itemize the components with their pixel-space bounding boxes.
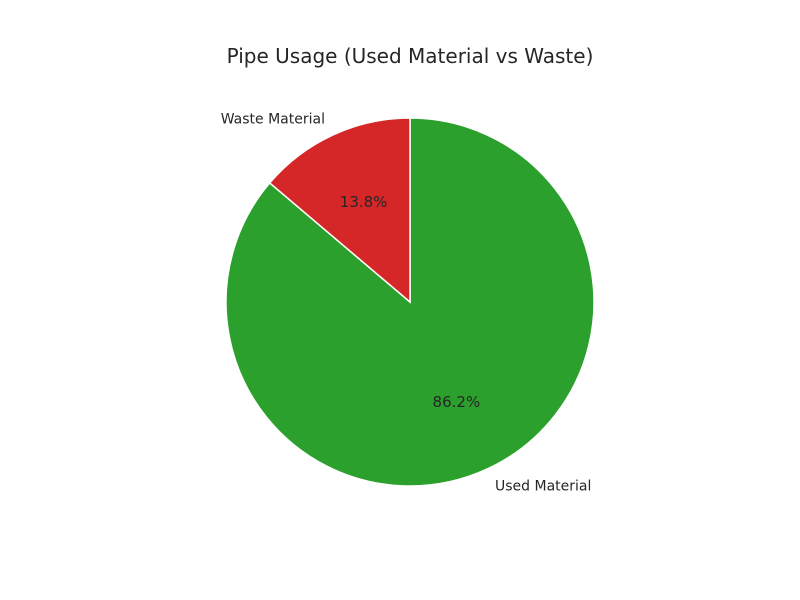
slice-percent-label: 13.8%	[340, 193, 388, 211]
slice-percent-label: 86.2%	[433, 393, 481, 411]
slice-category-label: Used Material	[495, 479, 591, 495]
pie-slices	[225, 117, 595, 487]
pie-slice-waste-material	[268, 117, 411, 304]
chart-title: Pipe Usage (Used Material vs Waste)	[227, 44, 594, 68]
pie-labels: Used Material 86.2% Waste Material 13.8%	[221, 111, 592, 494]
slice-category-label: Waste Material	[221, 111, 325, 127]
